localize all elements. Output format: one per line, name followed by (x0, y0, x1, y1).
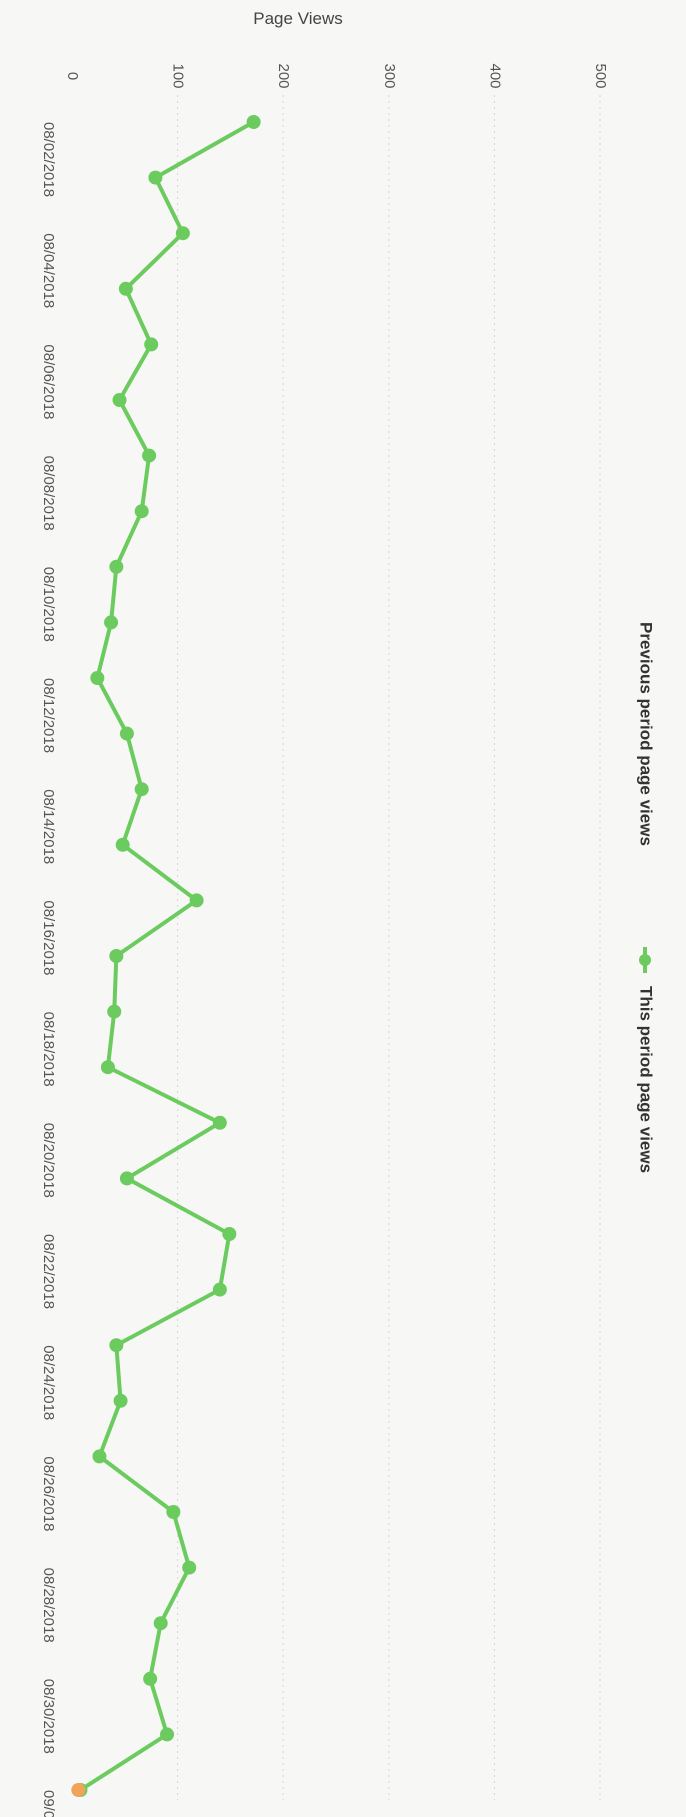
data-point[interactable] (182, 1560, 197, 1575)
data-point[interactable] (100, 1060, 115, 1075)
x-tick-label: 08/04/2018 (40, 233, 57, 308)
y-axis-tick-labels: 0 100 200 300 400 500 (64, 63, 609, 88)
data-point[interactable] (175, 226, 190, 241)
series-0 (73, 115, 261, 1797)
y-axis-title: Page Views (253, 9, 342, 28)
legend[interactable]: Previous period page views This period pa… (637, 622, 656, 1173)
data-point[interactable] (71, 1783, 86, 1797)
x-tick-label: 08/18/2018 (40, 1012, 57, 1087)
data-point[interactable] (153, 1616, 168, 1631)
data-point[interactable] (119, 1171, 134, 1186)
x-tick-label: 08/22/2018 (40, 1234, 57, 1309)
data-point[interactable] (148, 170, 163, 185)
x-tick-label: 08/12/2018 (40, 678, 57, 753)
data-point[interactable] (118, 281, 133, 296)
x-tick-label: 08/30/2018 (40, 1679, 57, 1754)
data-point[interactable] (134, 504, 149, 519)
series-line (78, 120, 256, 1792)
y-tick-label: 300 (381, 63, 398, 88)
data-point[interactable] (222, 1227, 237, 1241)
data-point[interactable] (104, 615, 119, 630)
data-point[interactable] (90, 671, 105, 685)
legend-marker-dot (639, 954, 651, 966)
legend-this-period[interactable]: This period page views (637, 986, 656, 1173)
data-point[interactable] (109, 1338, 124, 1353)
data-point[interactable] (189, 893, 204, 908)
x-tick-label: 08/28/2018 (40, 1568, 57, 1643)
data-point[interactable] (166, 1505, 181, 1519)
x-tick-label: 08/26/2018 (40, 1456, 57, 1531)
gridlines (177, 95, 601, 1800)
data-point[interactable] (212, 1282, 227, 1297)
x-tick-label: 08/02/2018 (40, 122, 57, 197)
x-tick-label: 08/16/2018 (40, 900, 57, 975)
x-tick-label: 08/14/2018 (40, 789, 57, 864)
data-point[interactable] (143, 1671, 158, 1686)
x-tick-label: 08/08/2018 (40, 456, 57, 531)
x-tick-label: 08/24/2018 (40, 1345, 57, 1420)
data-point[interactable] (109, 559, 124, 574)
y-tick-label: 0 (64, 72, 81, 80)
x-axis-tick-labels: 08/02/2018 08/04/2018 08/06/2018 08/08/2018… (40, 122, 57, 1817)
y-tick-label: 500 (592, 63, 609, 88)
data-point[interactable] (112, 393, 127, 407)
data-point[interactable] (246, 115, 261, 129)
data-point[interactable] (144, 337, 159, 352)
data-point[interactable] (119, 726, 134, 741)
x-tick-label: 09/01... (40, 1790, 57, 1817)
data-point[interactable] (115, 837, 130, 852)
data-point[interactable] (134, 782, 149, 797)
data-point[interactable] (107, 1004, 122, 1019)
data-point[interactable] (109, 949, 124, 963)
y-tick-label: 100 (170, 63, 187, 88)
x-tick-label: 08/10/2018 (40, 567, 57, 642)
series-1 (71, 1783, 86, 1797)
x-tick-label: 08/06/2018 (40, 344, 57, 419)
data-point[interactable] (92, 1449, 107, 1464)
data-point[interactable] (113, 1393, 128, 1408)
y-tick-label: 400 (486, 63, 503, 88)
data-point[interactable] (212, 1115, 227, 1130)
series-layer (71, 115, 261, 1797)
y-tick-label: 200 (275, 63, 292, 88)
legend-previous-period[interactable]: Previous period page views (637, 622, 656, 846)
x-tick-label: 08/20/2018 (40, 1123, 57, 1198)
data-point[interactable] (142, 448, 157, 463)
data-point[interactable] (160, 1727, 175, 1742)
